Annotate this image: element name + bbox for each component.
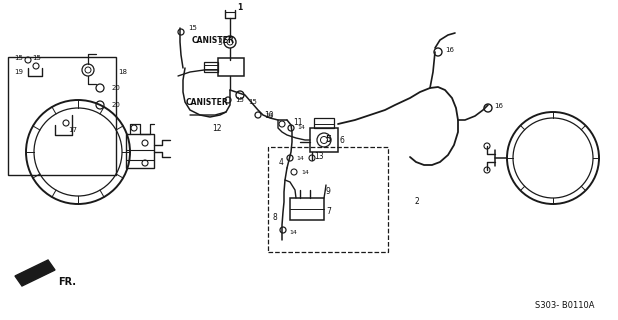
Text: 8: 8 — [273, 213, 277, 222]
Text: 17: 17 — [68, 127, 77, 133]
Text: 20: 20 — [112, 102, 121, 108]
Text: S303- B0110A: S303- B0110A — [535, 301, 595, 310]
Text: FR.: FR. — [58, 277, 76, 287]
Text: 15: 15 — [248, 99, 257, 105]
Bar — [314, 118, 334, 128]
Text: 15: 15 — [188, 25, 197, 31]
Text: 6: 6 — [340, 135, 345, 145]
Text: 10: 10 — [265, 110, 274, 119]
Text: 14: 14 — [301, 170, 309, 174]
Text: 12: 12 — [213, 124, 222, 132]
Text: 9: 9 — [326, 188, 331, 196]
Bar — [218, 58, 244, 76]
Text: 1: 1 — [237, 3, 242, 12]
Text: 14: 14 — [296, 156, 304, 161]
Bar — [8, 57, 116, 175]
Text: 19: 19 — [14, 69, 23, 75]
Text: 18: 18 — [118, 69, 127, 75]
Text: 4: 4 — [279, 157, 284, 166]
Text: 5: 5 — [325, 134, 331, 143]
Text: CANISTER: CANISTER — [185, 98, 228, 107]
Text: 16: 16 — [494, 103, 503, 109]
Text: 15: 15 — [32, 55, 41, 61]
Text: 14: 14 — [289, 229, 297, 235]
Text: 20: 20 — [112, 85, 121, 91]
Bar — [204, 62, 218, 72]
Bar — [310, 128, 338, 152]
Bar — [290, 198, 324, 220]
Text: 2: 2 — [415, 197, 420, 206]
Bar — [126, 134, 154, 168]
Text: 11: 11 — [293, 117, 302, 126]
Text: 14: 14 — [297, 124, 305, 130]
Text: 15: 15 — [14, 55, 23, 61]
Text: CANISTER: CANISTER — [192, 36, 235, 44]
Text: 16: 16 — [445, 47, 454, 53]
Polygon shape — [15, 260, 55, 286]
Bar — [268, 147, 388, 252]
Text: 14: 14 — [265, 113, 273, 117]
Text: 7: 7 — [326, 207, 331, 217]
Text: 15: 15 — [235, 97, 244, 103]
Text: 3: 3 — [217, 37, 222, 46]
Text: 13: 13 — [314, 151, 324, 161]
